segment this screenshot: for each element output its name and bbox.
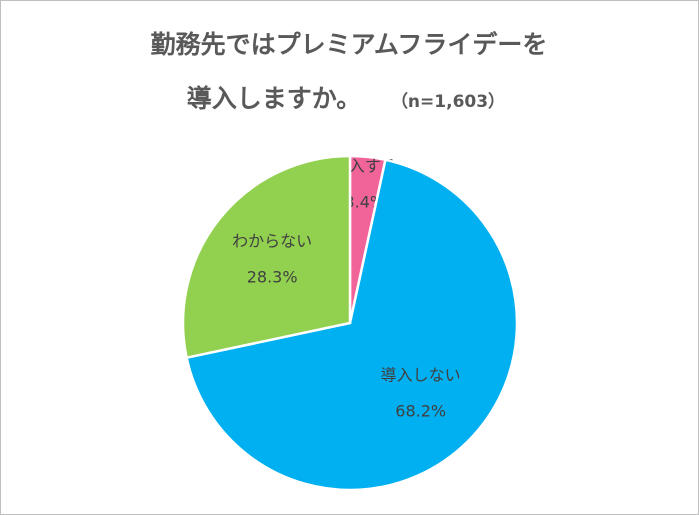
pie-slice [181, 154, 352, 360]
value-label: 28.3% [247, 267, 298, 286]
chart-title: 導入しますか。 [187, 84, 362, 113]
slice-label: わからない [232, 231, 312, 250]
chart-subtitle: （n=1,603） [391, 91, 505, 112]
slice-label: 導入しない [381, 366, 461, 385]
pie-slice [185, 158, 519, 492]
chart-title: 勤務先ではプレミアムフライデーを [151, 30, 548, 59]
value-label: 68.2% [395, 402, 446, 421]
